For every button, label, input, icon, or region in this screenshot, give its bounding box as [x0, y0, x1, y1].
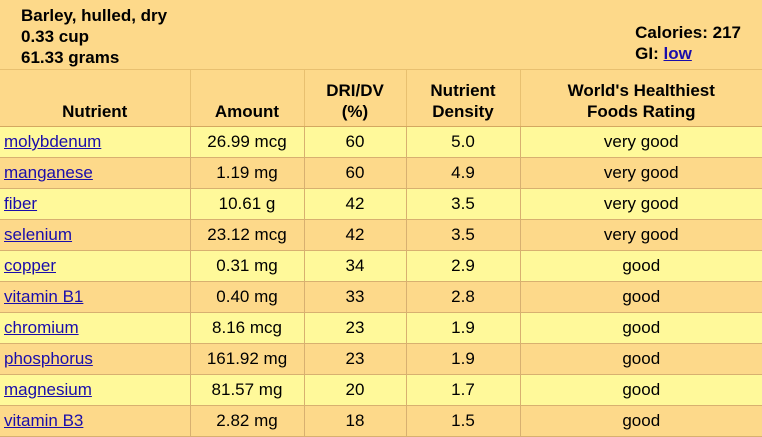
dri-cell: 60 — [304, 157, 407, 189]
density-cell: 2.9 — [406, 250, 521, 282]
nutrient-link[interactable]: magnesium — [4, 380, 92, 399]
header-dri-line2: (%) — [341, 102, 369, 121]
table-row: fiber 10.61 g 42 3.5 very good — [0, 188, 762, 220]
nutrient-rows: molybdenum 26.99 mcg 60 5.0 very good mangane… — [0, 126, 762, 437]
header-rating-line1: World's Healthiest — [567, 81, 715, 100]
dri-cell: 42 — [304, 219, 407, 251]
amount-cell: 10.61 g — [190, 188, 305, 220]
header-dri-line1: DRI/DV — [326, 81, 384, 100]
density-cell: 3.5 — [406, 219, 521, 251]
table-row: vitamin B1 0.40 mg 33 2.8 good — [0, 281, 762, 313]
nutrient-cell: magnesium — [0, 374, 191, 406]
amount-cell: 0.40 mg — [190, 281, 305, 313]
table-row: molybdenum 26.99 mcg 60 5.0 very good — [0, 126, 762, 158]
header-nutrient: Nutrient — [0, 70, 191, 127]
nutrient-cell: phosphorus — [0, 343, 191, 375]
header-density-line2: Density — [432, 102, 494, 121]
calorie-info: Calories: 217 GI: low — [635, 22, 741, 64]
serving-weight: 61.33 grams — [21, 48, 120, 67]
nutrient-cell: vitamin B1 — [0, 281, 191, 313]
density-cell: 1.7 — [406, 374, 521, 406]
food-name: Barley, hulled, dry — [21, 6, 168, 25]
density-cell: 3.5 — [406, 188, 521, 220]
header-dri-dv: DRI/DV (%) — [304, 70, 407, 127]
amount-cell: 8.16 mcg — [190, 312, 305, 344]
header-nutrient-density: Nutrient Density — [406, 70, 521, 127]
nutrient-table: Nutrient Amount DRI/DV (%) Nutrient Dens… — [0, 70, 762, 437]
amount-cell: 23.12 mcg — [190, 219, 305, 251]
table-row: manganese 1.19 mg 60 4.9 very good — [0, 157, 762, 189]
amount-cell: 26.99 mcg — [190, 126, 305, 158]
nutrient-link[interactable]: copper — [4, 256, 56, 275]
table-row: phosphorus 161.92 mg 23 1.9 good — [0, 343, 762, 375]
rating-cell: very good — [520, 126, 762, 158]
density-cell: 2.8 — [406, 281, 521, 313]
table-row: chromium 8.16 mcg 23 1.9 good — [0, 312, 762, 344]
nutrient-link[interactable]: molybdenum — [4, 132, 102, 151]
nutrient-link[interactable]: selenium — [4, 225, 73, 244]
food-header: Barley, hulled, dry 0.33 cup 61.33 grams… — [0, 0, 762, 70]
rating-cell: very good — [520, 157, 762, 189]
header-amount: Amount — [190, 70, 305, 127]
dri-cell: 42 — [304, 188, 407, 220]
dri-cell: 60 — [304, 126, 407, 158]
nutrient-link[interactable]: vitamin B1 — [4, 287, 84, 306]
header-rating: World's Healthiest Foods Rating — [520, 70, 762, 127]
nutrient-cell: chromium — [0, 312, 191, 344]
dri-cell: 23 — [304, 343, 407, 375]
gi-line: GI: low — [635, 43, 741, 64]
density-cell: 4.9 — [406, 157, 521, 189]
amount-cell: 0.31 mg — [190, 250, 305, 282]
density-cell: 1.9 — [406, 312, 521, 344]
rating-cell: good — [520, 250, 762, 282]
dri-cell: 23 — [304, 312, 407, 344]
nutrient-cell: copper — [0, 250, 191, 282]
gi-value-link[interactable]: low — [663, 44, 692, 63]
calories-label: Calories: 217 — [635, 23, 741, 42]
nutrient-link[interactable]: vitamin B3 — [4, 411, 84, 430]
rating-cell: good — [520, 374, 762, 406]
rating-cell: good — [520, 281, 762, 313]
nutrient-link[interactable]: phosphorus — [4, 349, 93, 368]
rating-cell: very good — [520, 219, 762, 251]
table-row: magnesium 81.57 mg 20 1.7 good — [0, 374, 762, 406]
dri-cell: 34 — [304, 250, 407, 282]
nutrient-cell: manganese — [0, 157, 191, 189]
dri-cell: 33 — [304, 281, 407, 313]
amount-cell: 161.92 mg — [190, 343, 305, 375]
density-cell: 5.0 — [406, 126, 521, 158]
nutrient-link[interactable]: fiber — [4, 194, 38, 213]
table-row: selenium 23.12 mcg 42 3.5 very good — [0, 219, 762, 251]
amount-cell: 81.57 mg — [190, 374, 305, 406]
gi-label: GI: — [635, 44, 659, 63]
rating-cell: good — [520, 312, 762, 344]
rating-cell: good — [520, 343, 762, 375]
nutrient-cell: molybdenum — [0, 126, 191, 158]
serving-size: 0.33 cup — [21, 27, 90, 46]
table-row: copper 0.31 mg 34 2.9 good — [0, 250, 762, 282]
nutrient-cell: selenium — [0, 219, 191, 251]
food-info: Barley, hulled, dry 0.33 cup 61.33 grams — [21, 5, 167, 68]
header-density-line1: Nutrient — [430, 81, 496, 100]
nutrient-link[interactable]: chromium — [4, 318, 79, 337]
density-cell: 1.9 — [406, 343, 521, 375]
nutrient-cell: fiber — [0, 188, 191, 220]
header-rating-line2: Foods Rating — [586, 102, 696, 121]
nutrient-link[interactable]: manganese — [4, 163, 93, 182]
table-header-row: Nutrient Amount DRI/DV (%) Nutrient Dens… — [0, 70, 762, 127]
dri-cell: 20 — [304, 374, 407, 406]
amount-cell: 1.19 mg — [190, 157, 305, 189]
rating-cell: very good — [520, 188, 762, 220]
